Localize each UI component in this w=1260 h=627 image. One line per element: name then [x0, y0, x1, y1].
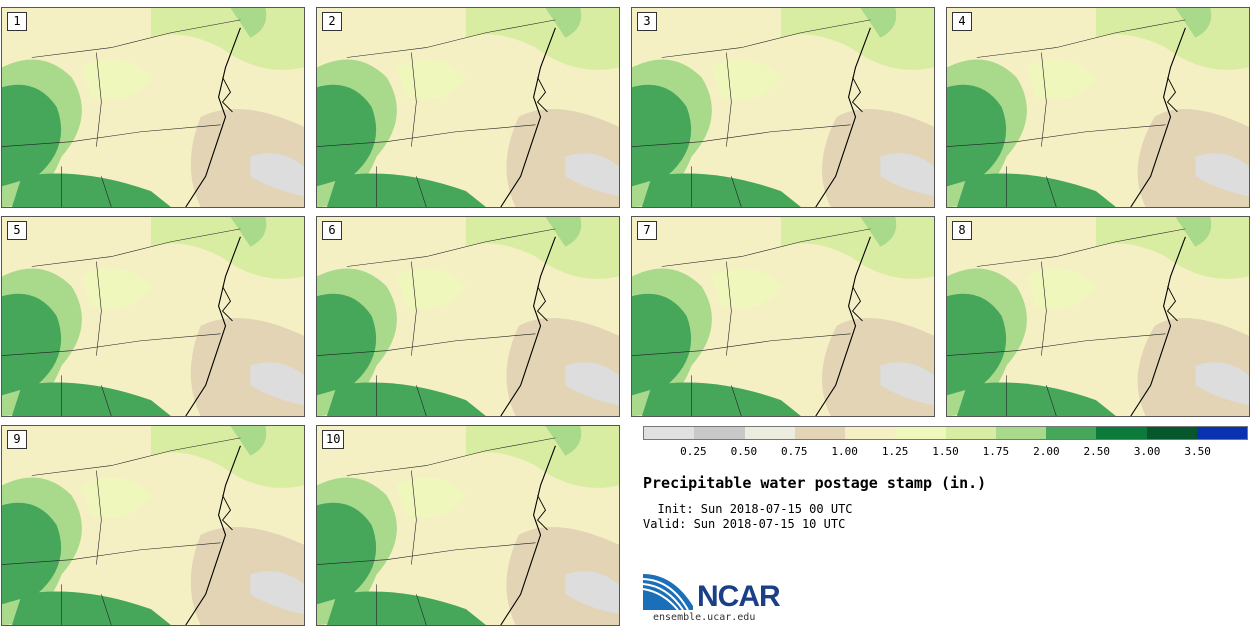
member-number-label: 8 [952, 221, 972, 240]
map-panel: 4 [946, 7, 1250, 208]
precipitable-water-map [2, 217, 304, 416]
colorbar-tick-label: 2.00 [1033, 445, 1060, 458]
colorbar [643, 426, 1248, 440]
colorbar-tick-label: 1.50 [932, 445, 959, 458]
map-panel: 5 [1, 216, 305, 417]
precipitable-water-map [632, 8, 934, 207]
precipitable-water-map [947, 8, 1249, 207]
precipitable-water-map [2, 8, 304, 207]
colorbar-segment [1146, 427, 1197, 439]
member-number-label: 1 [7, 12, 27, 31]
valid-time: Valid: Sun 2018-07-15 10 UTC [643, 517, 846, 531]
member-number-label: 4 [952, 12, 972, 31]
colorbar-tick-label: 3.50 [1184, 445, 1211, 458]
colorbar-tick-label: 0.50 [730, 445, 758, 458]
map-panel: 7 [631, 216, 935, 417]
colorbar-segment [895, 427, 946, 439]
precipitable-water-map [632, 217, 934, 416]
colorbar-segment [794, 427, 845, 439]
precipitable-water-map [317, 217, 619, 416]
colorbar-segment [1196, 427, 1247, 439]
map-panel: 2 [316, 7, 620, 208]
map-panel: 1 [1, 7, 305, 208]
map-panel: 6 [316, 216, 620, 417]
colorbar-segment [644, 427, 695, 439]
member-number-label: 3 [637, 12, 657, 31]
colorbar-tick-label: 0.25 [680, 445, 707, 458]
member-number-label: 9 [7, 430, 27, 449]
map-panel: 9 [1, 425, 305, 626]
member-number-label: 6 [322, 221, 342, 240]
member-number-label: 7 [637, 221, 657, 240]
logo-url: ensemble.ucar.edu [653, 612, 756, 623]
colorbar-tick-label: 1.75 [982, 445, 1010, 458]
colorbar-segment [744, 427, 795, 439]
chart-title: Precipitable water postage stamp (in.) [643, 474, 987, 492]
colorbar-tick-label: 2.50 [1083, 445, 1111, 458]
colorbar-segment [845, 427, 896, 439]
colorbar-tick-label: 3.00 [1133, 445, 1161, 458]
map-panel: 10 [316, 425, 620, 626]
map-panel: 8 [946, 216, 1250, 417]
ncar-logo-text: NCAR [697, 580, 781, 613]
member-number-label: 5 [7, 221, 27, 240]
init-time: Init: Sun 2018-07-15 00 UTC [643, 502, 853, 516]
colorbar-segment [694, 427, 745, 439]
colorbar-segment [945, 427, 996, 439]
map-panel: 3 [631, 7, 935, 208]
precipitable-water-map [317, 426, 619, 625]
member-number-label: 2 [322, 12, 342, 31]
precipitable-water-map [317, 8, 619, 207]
member-number-label: 10 [322, 430, 345, 449]
colorbar-tick-label: 1.00 [831, 445, 858, 458]
colorbar-tick-label: 0.75 [781, 445, 808, 458]
precipitable-water-map [947, 217, 1249, 416]
colorbar-segment [1096, 427, 1147, 439]
precipitable-water-map [2, 426, 304, 625]
colorbar-tick-label: 1.25 [881, 445, 909, 458]
colorbar-segment [1046, 427, 1097, 439]
ncar-logo-icon [643, 574, 693, 611]
colorbar-segment [995, 427, 1046, 439]
